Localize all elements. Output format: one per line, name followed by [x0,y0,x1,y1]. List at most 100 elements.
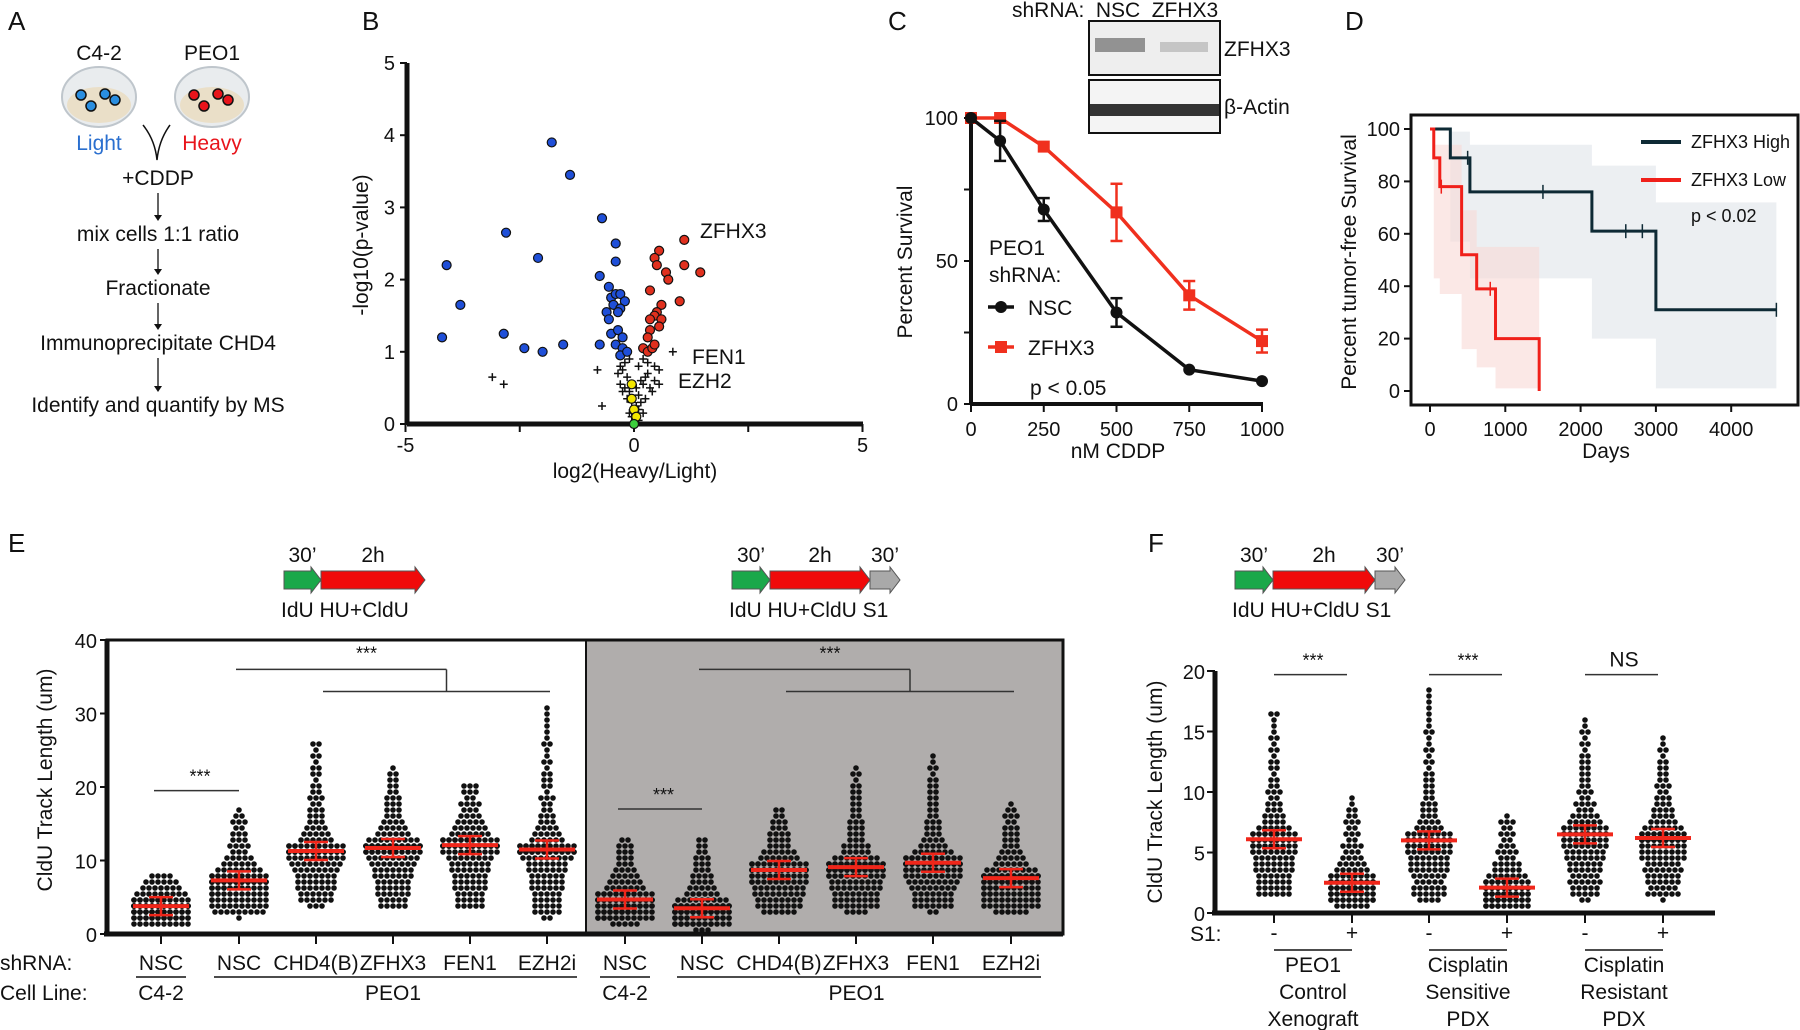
data-point [1567,867,1573,873]
data-point [868,891,874,897]
data-point [473,861,479,867]
data-point [993,885,999,891]
data-point [1429,789,1435,795]
data-point [387,885,393,891]
data-point [773,813,779,819]
data-point [672,909,678,915]
y-tick-label: 100 [925,108,958,130]
data-point [1274,891,1280,897]
shrna-label: ZFHX3 [823,952,890,975]
data-point [541,915,547,921]
data-point [841,843,847,849]
data-point [767,837,773,843]
data-point [924,825,930,831]
p-value: p < 0.05 [1030,377,1106,400]
data-point [696,849,702,855]
shrna-label: NSC [603,952,647,975]
data-point [921,837,927,843]
data-point [708,921,714,927]
data-point [405,885,411,891]
data-point [1259,855,1265,861]
data-point [1423,891,1429,897]
data-point [310,741,316,747]
workflow-step: mix cells 1:1 ratio [77,223,239,246]
data-point [221,885,227,891]
data-point [417,849,423,855]
data-point [366,837,372,843]
data-point [307,885,313,891]
data-point [1286,825,1292,831]
data-point [776,855,782,861]
data-point [1011,903,1017,909]
data-point [1029,885,1035,891]
data-point [1645,873,1651,879]
data-point [865,879,871,885]
data-point [1648,867,1654,873]
data-point [1675,849,1681,855]
data-point [1672,819,1678,825]
data-point [452,855,458,861]
data-point [245,897,251,903]
data-point [993,879,999,885]
data-point [957,855,963,861]
data-point [396,813,402,819]
data-point [170,891,176,897]
panel-label: E [8,528,25,558]
data-point [1426,723,1432,729]
merge-arrow [142,124,171,161]
data-point [639,409,648,418]
data-point [1681,831,1687,837]
data-point [1423,819,1429,825]
data-point [1286,885,1292,891]
data-point [1585,771,1591,777]
data-point [473,903,479,909]
y-tick-label: 1 [384,342,395,364]
data-point [696,921,702,927]
data-point [999,849,1005,855]
data-point [684,921,690,927]
data-point [526,867,532,873]
data-point [865,885,871,891]
data-point [619,909,625,915]
data-point [1438,855,1444,861]
data-point [381,885,387,891]
data-point [634,873,640,879]
data-point [927,855,933,861]
data-point [1429,771,1435,777]
data-point [461,891,467,897]
data-point [482,825,488,831]
legend-title: shRNA: [989,264,1061,287]
data-point [221,891,227,897]
data-point [1277,801,1283,807]
data-point [1256,335,1268,348]
data-point [1501,897,1507,903]
data-point [473,819,479,825]
data-point [951,885,957,891]
data-point [1447,831,1453,837]
data-point [384,813,390,819]
data-point [797,873,803,879]
data-point [1654,783,1660,789]
data-point [541,879,547,885]
data-point [1037,203,1050,216]
data-point [948,879,954,885]
data-point [933,855,939,861]
data-point [1483,891,1489,897]
data-point [999,879,1005,885]
data-point [158,885,164,891]
data-point [254,909,260,915]
data-point [319,795,325,801]
data-point [239,813,245,819]
data-point [1525,879,1531,885]
data-point [218,909,224,915]
data-point [785,843,791,849]
data-point [461,789,467,795]
data-point [705,927,711,933]
data-point [1429,747,1435,753]
data-point [233,891,239,897]
data-point [1426,801,1432,807]
data-point [1579,897,1585,903]
workflow-step: Fractionate [105,277,210,300]
data-point [1286,891,1292,897]
data-point [441,260,452,271]
